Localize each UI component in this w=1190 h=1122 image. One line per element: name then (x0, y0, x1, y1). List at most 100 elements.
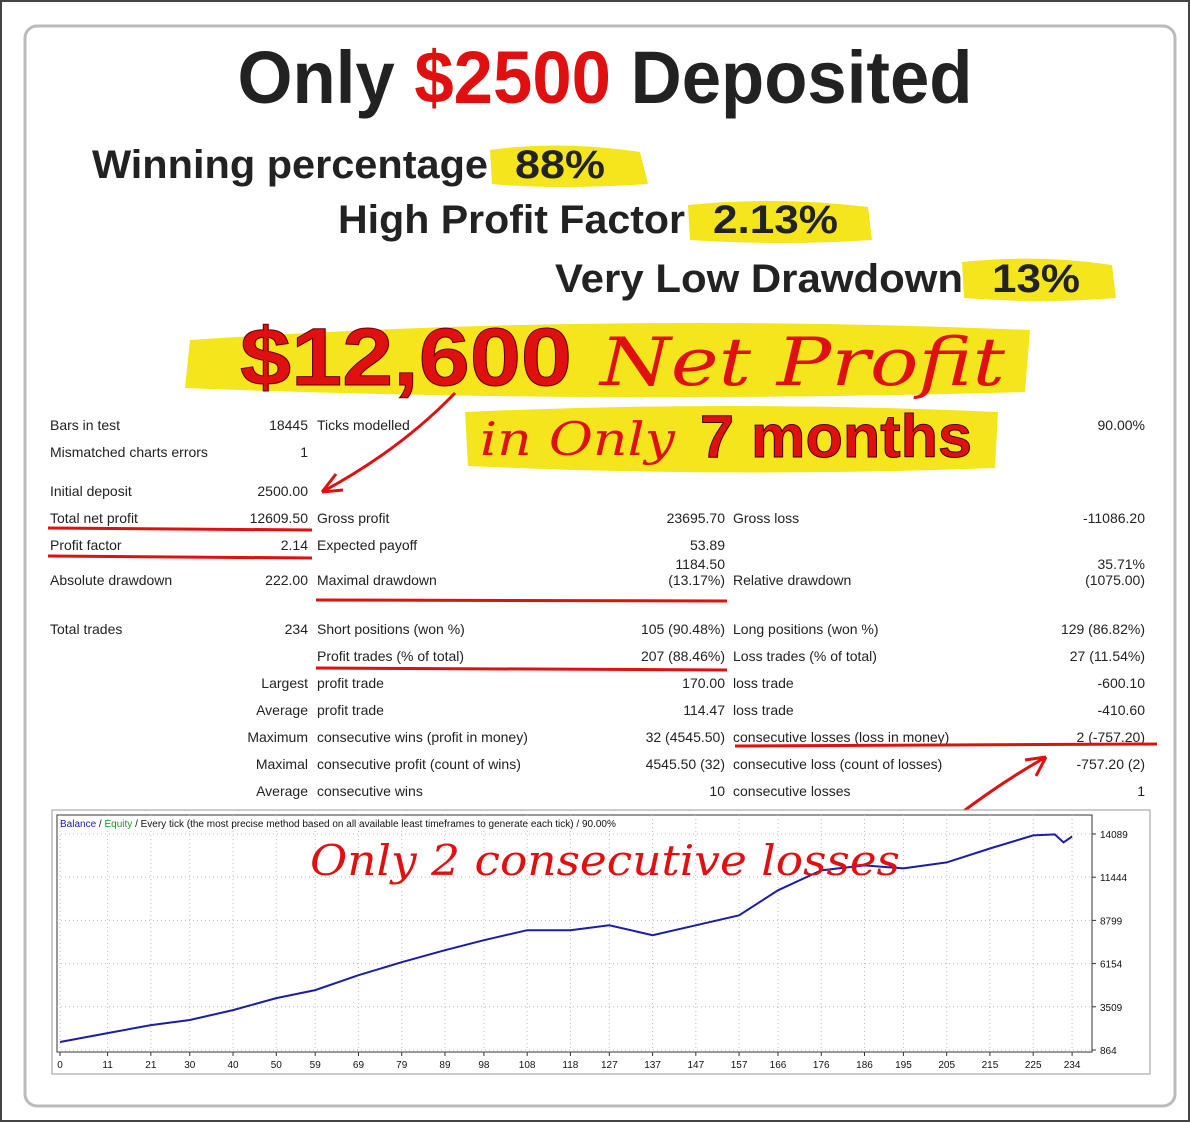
cell: Average (256, 702, 308, 718)
cell: Maximal drawdown (317, 572, 437, 588)
highlights (185, 145, 1116, 473)
x-tick-label: 205 (938, 1060, 955, 1071)
cell: 129 (86.82%) (1061, 621, 1145, 637)
cell: Gross loss (733, 510, 799, 526)
stat-label: High Profit Factor (338, 198, 685, 242)
x-tick-label: 69 (353, 1060, 365, 1071)
cell: Profit trades (% of total) (317, 648, 464, 664)
stat-value: 2.13% (713, 198, 838, 242)
stat-label: Very Low Drawdown (555, 257, 963, 301)
highlight (962, 258, 1116, 301)
legend-entry: Equity (104, 819, 132, 830)
y-tick-label: 8799 (1100, 916, 1123, 927)
x-tick-label: 147 (687, 1060, 704, 1071)
cell: Bars in test (50, 417, 120, 433)
cell: -410.60 (1098, 702, 1146, 718)
cell: consecutive losses (733, 783, 851, 799)
cell: consecutive loss (count of losses) (733, 756, 942, 772)
headline-amount: $2500 (414, 36, 611, 119)
cell: -757.20 (2) (1077, 756, 1145, 772)
cell: 53.89 (690, 537, 725, 553)
cell: 32 (4545.50) (646, 729, 725, 745)
cell: 27 (11.54%) (1070, 648, 1145, 664)
cell: Ticks modelled (317, 417, 410, 433)
cell: 222.00 (265, 572, 308, 588)
cell: profit trade (317, 675, 384, 691)
y-tick-label: 864 (1100, 1046, 1117, 1057)
report-table: Bars in test 18445 Ticks modelled 90.00% Mis… (50, 417, 1145, 799)
cell: Loss trades (% of total) (733, 648, 877, 664)
cell: consecutive wins (profit in money) (317, 729, 528, 745)
x-tick-label: 79 (396, 1060, 408, 1071)
cell: 23695.70 (667, 510, 726, 526)
x-tick-label: 89 (439, 1060, 451, 1071)
cell: consecutive losses (loss in money) (733, 729, 949, 745)
x-tick-label: 166 (770, 1060, 787, 1071)
underline (47, 554, 313, 560)
cell: Long positions (won %) (733, 621, 879, 637)
cell: 1 (1137, 783, 1145, 799)
x-tick-label: 234 (1064, 1060, 1081, 1071)
underlines (47, 391, 1158, 866)
cell: 1 (300, 444, 308, 460)
y-tick-label: 14089 (1100, 830, 1128, 841)
chart-subtitle: Every tick (the most precise method base… (141, 819, 616, 830)
y-tick-label: 6154 (1100, 960, 1123, 971)
highlight (465, 406, 998, 473)
headline-part: Deposited (631, 36, 973, 119)
x-tick-label: 186 (856, 1060, 873, 1071)
cell: 114.47 (683, 702, 725, 718)
cell: 105 (90.48%) (641, 621, 725, 637)
cell: Largest (261, 675, 308, 691)
x-tick-label: 59 (310, 1060, 322, 1071)
cell: (1075.00) (1085, 572, 1145, 588)
cell: Gross profit (317, 510, 389, 526)
cell: 2500.00 (257, 483, 308, 499)
highlight (185, 322, 1030, 398)
cell: -600.10 (1098, 675, 1146, 691)
cell: 4545.50 (32) (646, 756, 725, 772)
cell: Total trades (50, 621, 122, 637)
highlight (490, 145, 648, 187)
x-tick-label: 157 (731, 1060, 748, 1071)
cell: Initial deposit (50, 483, 132, 499)
cell: Maximum (247, 729, 308, 745)
x-tick-label: 118 (562, 1060, 578, 1071)
cell: Short positions (won %) (317, 621, 465, 637)
arrow (320, 391, 457, 494)
cell: Total net profit (50, 510, 138, 526)
legend-separator: / (135, 819, 138, 830)
x-tick-label: 40 (227, 1060, 239, 1071)
net-profit-amount: $12,600 (240, 312, 572, 403)
period-prefix: in Only (480, 412, 676, 466)
stat-value: 13% (992, 257, 1080, 301)
balance-line (59, 833, 1073, 1043)
cell: Average (256, 783, 308, 799)
x-tick-label: 11 (102, 1060, 113, 1071)
cell: Mismatched charts errors (50, 444, 208, 460)
x-tick-label: 225 (1025, 1060, 1042, 1071)
cell: consecutive wins (317, 783, 423, 799)
legend: Balance / Equity / Every tick (the most … (60, 819, 616, 830)
underline (734, 742, 1158, 748)
cell: 1184.50 (675, 556, 725, 572)
cell: 10 (709, 783, 725, 799)
cell: 12609.50 (250, 510, 309, 526)
x-tick-label: 195 (895, 1060, 912, 1071)
legend-separator: / (99, 819, 102, 830)
x-tick-label: 176 (813, 1060, 830, 1071)
cell: loss trade (733, 702, 794, 718)
cell: 18445 (269, 417, 308, 433)
period-value: 7 months (700, 403, 972, 470)
cell: -11086.20 (1083, 510, 1145, 526)
stat-label: Winning percentage (92, 143, 488, 187)
x-tick-label: 0 (57, 1060, 63, 1071)
x-tick-label: 50 (271, 1060, 283, 1071)
cell: consecutive profit (count of wins) (317, 756, 521, 772)
cell: Relative drawdown (733, 572, 851, 588)
x-tick-label: 215 (982, 1060, 999, 1071)
cell: 35.71% (1098, 556, 1145, 572)
cell: Profit factor (50, 537, 122, 553)
cell: 2.14 (281, 537, 308, 553)
